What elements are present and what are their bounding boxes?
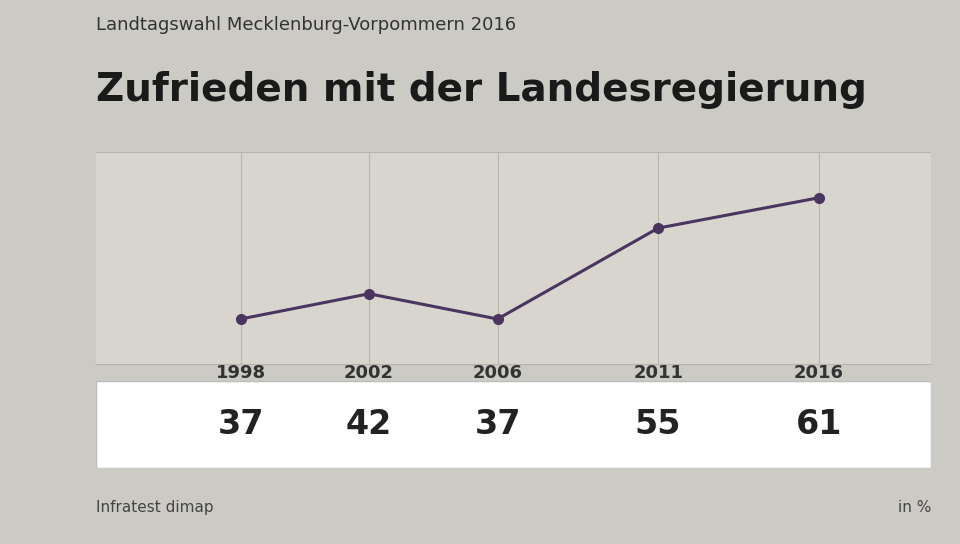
Text: 2016: 2016 (794, 363, 844, 382)
Text: 61: 61 (796, 408, 842, 441)
Text: Landtagswahl Mecklenburg-Vorpommern 2016: Landtagswahl Mecklenburg-Vorpommern 2016 (96, 16, 516, 34)
Text: 1998: 1998 (215, 363, 266, 382)
Text: 42: 42 (346, 408, 393, 441)
Text: 37: 37 (474, 408, 520, 441)
Text: 55: 55 (635, 408, 682, 441)
Text: Zufrieden mit der Landesregierung: Zufrieden mit der Landesregierung (96, 71, 867, 109)
Text: 2002: 2002 (344, 363, 394, 382)
Text: 37: 37 (217, 408, 264, 441)
Text: 2011: 2011 (634, 363, 684, 382)
Text: Infratest dimap: Infratest dimap (96, 500, 214, 516)
Text: in %: in % (898, 500, 931, 516)
Text: 2006: 2006 (472, 363, 522, 382)
Bar (96, 381, 931, 468)
